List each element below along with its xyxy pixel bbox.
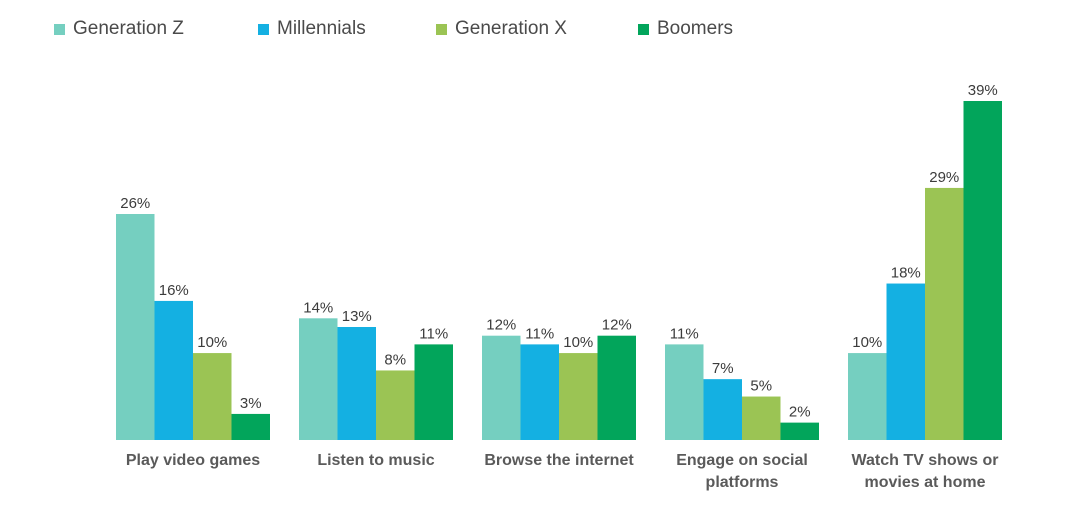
bar-millennials: [886, 283, 925, 440]
data-label: 8%: [384, 351, 406, 368]
legend-item-boomers: Boomers: [638, 18, 733, 40]
data-label: 12%: [486, 317, 516, 334]
bar-generation-x: [925, 187, 964, 440]
legend-label: Generation Z: [73, 18, 184, 39]
bar-boomers: [597, 335, 636, 440]
data-label: 13%: [342, 308, 372, 325]
data-label: 10%: [563, 334, 593, 351]
bar-boomers: [231, 413, 270, 440]
data-label: 3%: [240, 395, 262, 412]
category-label: Watch TV shows or: [852, 452, 999, 469]
data-label: 2%: [789, 404, 811, 421]
category-label: Browse the internet: [484, 452, 634, 469]
data-label: 10%: [852, 334, 882, 351]
data-label: 5%: [750, 378, 772, 395]
bar-generation-z: [299, 318, 338, 440]
bar-generation-z: [665, 344, 704, 440]
legend-swatch: [436, 23, 447, 35]
category-label: Listen to music: [317, 452, 434, 469]
bar-millennials: [703, 379, 742, 440]
legend-swatch: [258, 23, 269, 35]
data-label: 26%: [120, 195, 150, 212]
data-label: 12%: [602, 317, 632, 334]
legend-label: Generation X: [455, 18, 567, 39]
bar-boomers: [963, 101, 1002, 440]
data-label: 14%: [303, 299, 333, 316]
legend-item-generation-x: Generation X: [436, 18, 567, 40]
bar-group-play-video-games: 26% 16% 10% 3%: [116, 195, 270, 440]
bar-generation-x: [193, 353, 232, 440]
bar-group-watch-tv-shows-or-movies-at-home: 10% 18% 29% 39%: [848, 82, 1002, 440]
bar-millennials: [520, 344, 559, 440]
bar-boomers: [780, 422, 819, 440]
category-label: platforms: [706, 474, 779, 491]
legend-label: Millennials: [277, 18, 366, 39]
bar-millennials: [154, 300, 193, 440]
data-label: 11%: [525, 325, 554, 342]
legend-label: Boomers: [657, 18, 734, 39]
bar-boomers: [414, 344, 453, 440]
bar-generation-z: [482, 335, 521, 440]
category-label: Engage on social: [676, 452, 808, 469]
bar-generation-x: [742, 396, 781, 440]
data-label: 11%: [419, 325, 448, 342]
legend-item-millennials: Millennials: [258, 18, 366, 40]
legend-swatch: [54, 23, 65, 35]
category-label: Play video games: [126, 452, 260, 469]
bar-group-engage-on-social-platforms: 11% 7% 5% 2%: [665, 325, 819, 440]
data-label: 39%: [968, 82, 998, 99]
data-label: 7%: [712, 360, 734, 377]
data-label: 18%: [891, 265, 921, 282]
bar-millennials: [337, 327, 376, 440]
category-label: movies at home: [865, 474, 986, 491]
data-label: 11%: [670, 325, 699, 342]
legend-swatch: [638, 23, 649, 35]
data-label: 29%: [929, 169, 959, 186]
data-label: 10%: [197, 334, 227, 351]
bar-generation-z: [116, 214, 155, 440]
bar-generation-x: [376, 370, 415, 440]
data-label: 16%: [159, 282, 189, 299]
bar-generation-z: [848, 353, 887, 440]
legend-item-generation-z: Generation Z: [54, 18, 184, 40]
bar-generation-x: [559, 353, 598, 440]
bar-group-browse-the-internet: 12% 11% 10% 12%: [482, 317, 636, 440]
bar-group-listen-to-music: 14% 13% 8% 11%: [299, 299, 453, 440]
